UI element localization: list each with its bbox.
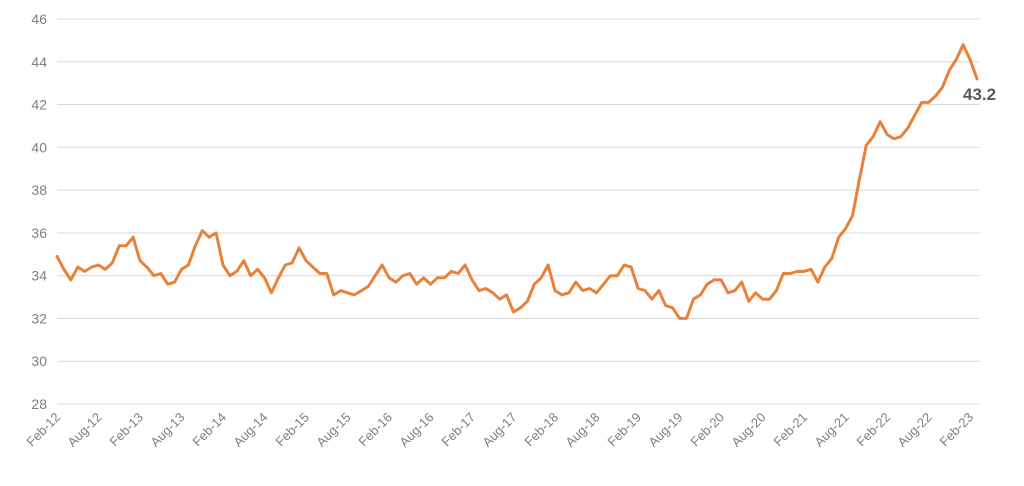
x-tick-label: Feb-14 — [189, 410, 229, 450]
y-tick-label: 28 — [31, 396, 47, 412]
x-tick-label: Feb-20 — [687, 410, 727, 450]
x-tick-label: Aug-17 — [479, 410, 519, 450]
x-axis-ticks: Feb-12 Aug-12 Feb-13 Aug-13 Feb-14 Aug-14 Feb-… — [23, 410, 976, 450]
x-tick-label: Feb-19 — [604, 410, 644, 450]
x-tick-label: Feb-18 — [521, 410, 561, 450]
y-tick-label: 40 — [31, 139, 47, 155]
y-axis-ticks: 28 30 32 34 36 38 40 42 44 46 — [31, 11, 47, 412]
x-tick-label: Feb-15 — [272, 410, 312, 450]
x-tick-label: Feb-21 — [770, 410, 810, 450]
x-tick-label: Aug-15 — [313, 410, 353, 450]
series-group — [55, 43, 979, 320]
x-tick-label: Aug-12 — [64, 410, 104, 450]
x-tick-label: Feb-16 — [355, 410, 395, 450]
y-tick-label: 36 — [31, 225, 47, 241]
x-tick-label: Aug-22 — [894, 410, 934, 450]
y-tick-label: 44 — [31, 54, 47, 70]
y-tick-label: 46 — [31, 11, 47, 27]
y-tick-label: 38 — [31, 182, 47, 198]
x-tick-label: Aug-14 — [230, 410, 270, 450]
y-tick-label: 34 — [31, 268, 47, 284]
x-tick-label: Aug-16 — [396, 410, 436, 450]
end-value-label: 43.2 — [963, 85, 996, 104]
x-tick-label: Feb-13 — [106, 410, 146, 450]
x-tick-label: Feb-22 — [853, 410, 893, 450]
x-tick-label: Aug-13 — [147, 410, 187, 450]
x-tick-label: Feb-12 — [23, 410, 63, 450]
y-tick-label: 32 — [31, 310, 47, 326]
x-tick-label: Aug-21 — [811, 410, 851, 450]
x-tick-label: Aug-20 — [728, 410, 768, 450]
series-line — [55, 43, 979, 320]
x-tick-label: Feb-23 — [936, 410, 976, 450]
x-tick-label: Feb-17 — [438, 410, 478, 450]
gridlines — [57, 18, 980, 405]
x-tick-label: Aug-18 — [562, 410, 602, 450]
y-tick-label: 42 — [31, 97, 47, 113]
y-tick-label: 30 — [31, 353, 47, 369]
x-tick-label: Aug-19 — [645, 410, 685, 450]
